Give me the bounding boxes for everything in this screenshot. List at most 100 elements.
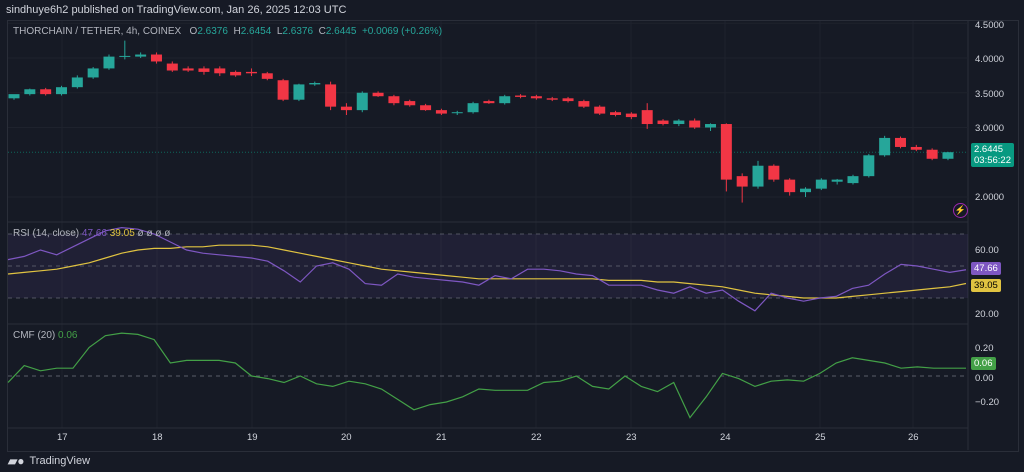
candle-body — [546, 98, 558, 100]
candle-body — [752, 165, 764, 187]
rsi-value: 47.66 — [81, 228, 107, 239]
candle-body — [182, 68, 194, 71]
candle-body — [166, 63, 178, 71]
cmf-line — [7, 332, 966, 419]
rsi-line — [7, 226, 967, 312]
candle-body — [657, 120, 669, 125]
candle-body — [800, 188, 811, 193]
time-tick: 17 — [57, 432, 68, 443]
candle-body — [8, 94, 20, 99]
candle-body — [40, 89, 52, 95]
candle-body — [530, 96, 542, 99]
time-tick: 21 — [436, 432, 447, 443]
open-value: 2.6376 — [197, 26, 228, 37]
rsi-tick: 60.00 — [975, 245, 999, 256]
price-tick: 3.5000 — [975, 89, 1005, 100]
time-tick: 19 — [247, 432, 258, 443]
candle-body — [610, 112, 622, 115]
candle-body — [689, 120, 701, 128]
price-tick: 2.0000 — [975, 192, 1005, 203]
candle-body — [214, 68, 226, 74]
tradingview-brand[interactable]: ▰● TradingView — [8, 455, 90, 468]
candle-body — [894, 137, 906, 147]
cmf-legend: CMF (20) 0.06 — [13, 330, 77, 342]
tradingview-logo-icon: ▰● — [8, 454, 25, 468]
cmf-tick: −0.20 — [975, 397, 1000, 408]
rsi-extra: ø — [164, 228, 171, 239]
candle-body — [309, 83, 321, 85]
candle-body — [910, 146, 922, 150]
candle-body — [230, 71, 242, 76]
candle-body — [293, 84, 305, 100]
candle-body — [24, 89, 36, 95]
candle-body — [863, 155, 875, 177]
rsi-legend: RSI (14, close) 47.66 39.05 ø ø ø ø — [13, 228, 170, 240]
candle-body — [261, 73, 273, 79]
publisher-line: sindhuye6h2 published on TradingView.com… — [6, 4, 347, 16]
candle-body — [720, 124, 732, 180]
low-value: 2.6376 — [282, 26, 314, 37]
candle-body — [356, 92, 368, 111]
rsi-tick: 20.00 — [975, 309, 999, 320]
candle-body — [467, 103, 479, 113]
close-value: 2.6445 — [325, 26, 357, 37]
rsi-title: RSI (14, close) — [13, 228, 80, 239]
candle-body — [815, 179, 827, 189]
rsi-extra: ø — [155, 228, 162, 239]
cmf-tick: 0.20 — [975, 343, 994, 354]
candle-body — [71, 77, 83, 88]
candle-body — [847, 176, 859, 184]
candle-body — [926, 149, 938, 159]
rsi-ma-value: 39.05 — [109, 228, 135, 239]
lightning-icon[interactable]: ⚡ — [953, 203, 968, 218]
rsi-extra: ø — [146, 228, 153, 239]
candle-body — [245, 71, 257, 74]
high-value: 2.6454 — [240, 26, 272, 37]
candle-body — [736, 176, 748, 187]
cmf-title: CMF (20) — [13, 330, 56, 341]
candle-body — [562, 98, 574, 102]
candle-body — [420, 105, 432, 111]
cmf-tick: 0.00 — [975, 373, 994, 384]
chart-frame[interactable] — [7, 20, 1019, 452]
candle-body — [515, 95, 527, 97]
close-label: C — [318, 26, 326, 37]
low-label: L — [276, 26, 283, 37]
rsi-ma-line — [7, 244, 967, 299]
time-tick: 24 — [720, 432, 731, 443]
candle-body — [625, 113, 637, 118]
time-tick: 20 — [341, 432, 352, 443]
price-tick: 4.0000 — [975, 54, 1005, 65]
candle-body — [483, 101, 495, 104]
candle-body — [340, 106, 352, 111]
candle-body — [451, 112, 463, 114]
cmf-value: 0.06 — [58, 330, 78, 341]
open-label: O — [189, 26, 198, 37]
brand-name: TradingView — [29, 455, 91, 467]
candle-body — [103, 56, 115, 69]
bar-countdown: 03:56:22 — [974, 155, 1011, 166]
candle-body — [135, 54, 147, 57]
candle-body — [87, 68, 99, 78]
candle-body — [55, 87, 67, 95]
candle-body — [942, 152, 954, 159]
time-tick: 26 — [908, 432, 919, 443]
candle-body — [119, 55, 131, 57]
candle-body — [784, 179, 796, 193]
candle-body — [879, 137, 891, 156]
symbol-legend: THORCHAIN / TETHER, 4h, COINEX O2.6376 H… — [13, 26, 442, 38]
candle-body — [150, 54, 162, 62]
candle-body — [404, 101, 416, 106]
time-tick: 18 — [152, 432, 163, 443]
candle-body — [325, 84, 337, 107]
last-price: 2.6445 — [974, 144, 1004, 155]
cmf-tag: 0.06 — [971, 357, 996, 370]
candle-body — [594, 106, 606, 114]
time-tick: 25 — [815, 432, 826, 443]
rsi-ma-tag: 39.05 — [971, 279, 1001, 292]
time-tick: 22 — [531, 432, 542, 443]
candle-body — [768, 165, 780, 180]
high-label: H — [233, 26, 241, 37]
candle-body — [705, 124, 717, 128]
